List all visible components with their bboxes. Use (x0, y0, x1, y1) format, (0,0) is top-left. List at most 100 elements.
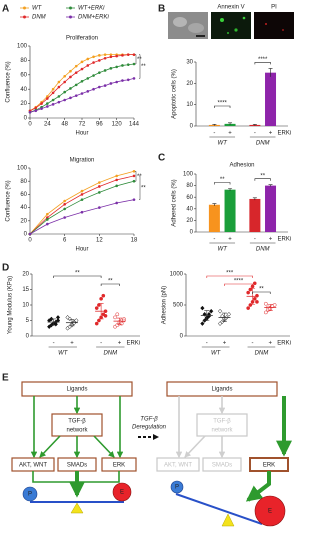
y-tick-label: 20 (186, 81, 193, 87)
data-point (63, 90, 66, 94)
data-point (46, 218, 49, 221)
group-label: WT (218, 141, 229, 147)
significance-label: **** (218, 101, 228, 107)
node-label: P (175, 485, 179, 491)
data-point (115, 80, 118, 84)
chart-title: Adhesion (229, 163, 254, 169)
x-tick-label: 72 (79, 122, 86, 128)
x-tick-label: 18 (131, 238, 138, 244)
data-point (28, 110, 32, 114)
legend-marker (23, 15, 26, 19)
error-bar (250, 287, 256, 305)
data-point (80, 60, 84, 64)
significance-bracket (254, 62, 271, 65)
data-point (63, 203, 66, 206)
x-tick-label: 0 (28, 238, 32, 244)
group-label: DNM (255, 351, 269, 357)
significance-bracket (214, 182, 231, 185)
category-label: + (70, 341, 74, 347)
data-point (115, 65, 118, 69)
data-point (209, 308, 214, 314)
treatment-label: ERKi (278, 131, 292, 137)
data-point (55, 318, 61, 323)
data-point (121, 54, 124, 57)
x-tick-label: 24 (44, 122, 51, 128)
category-label: - (213, 131, 215, 137)
data-point (51, 98, 55, 102)
data-point (126, 53, 130, 56)
data-point (109, 53, 113, 56)
significance-bracket (100, 283, 120, 286)
data-point (132, 170, 136, 173)
group-label: WT (58, 351, 69, 357)
data-point (63, 98, 66, 102)
data-point (86, 90, 90, 93)
data-point (69, 96, 72, 100)
data-point (51, 91, 55, 95)
data-point (63, 80, 66, 84)
significance-bracket (224, 283, 253, 286)
data-point (86, 77, 90, 80)
error-bar (69, 319, 75, 327)
data-point (94, 306, 99, 310)
node-label: Ligands (66, 387, 87, 393)
data-point (57, 80, 61, 84)
group-label: DNM (256, 141, 270, 147)
y-tick-label: 100 (183, 172, 194, 178)
data-point (98, 85, 101, 89)
series-line (29, 63, 135, 113)
diagram-right: Ligands TGF-β network AKT, WNT SMADs ERK… (156, 381, 292, 527)
y-tick-label: 40 (20, 87, 27, 93)
data-point (126, 63, 130, 67)
data-point (63, 216, 66, 219)
panel-letter: D (2, 263, 9, 274)
category-label: - (53, 341, 55, 347)
data-point (69, 75, 72, 79)
significance-label: ** (137, 174, 142, 180)
data-point (55, 315, 61, 320)
data-point (113, 315, 117, 320)
y-tick-label: 60 (186, 195, 193, 201)
data-point (119, 321, 124, 326)
data-point (80, 189, 84, 193)
data-point (57, 100, 61, 104)
data-point (115, 312, 120, 317)
y-axis-label: Adhesion (pN) (162, 286, 168, 324)
y-tick-label: 5 (26, 318, 30, 324)
data-point (98, 54, 101, 57)
data-point (74, 64, 78, 68)
data-point (109, 67, 113, 70)
panel-letter: E (2, 373, 9, 384)
y-tick-label: 40 (20, 205, 27, 211)
significance-bracket (139, 175, 141, 200)
data-point (122, 318, 126, 323)
significance-bracket (53, 275, 102, 278)
data-point (92, 55, 95, 59)
data-point (132, 179, 136, 183)
y-tick-label: 60 (20, 192, 27, 198)
data-point (248, 303, 253, 307)
x-axis-label: Hour (75, 247, 88, 253)
category-label: + (118, 341, 122, 347)
data-point (255, 300, 259, 304)
arrow-label: TGF-β (140, 417, 158, 423)
category-label: - (100, 341, 102, 347)
error-bar (268, 68, 273, 77)
data-point (132, 77, 136, 80)
y-axis-label: Confluence (%) (6, 61, 12, 102)
node-label: ERK (113, 463, 125, 469)
significance-bracket (214, 105, 231, 108)
significance-bracket (254, 178, 271, 181)
data-point (115, 174, 118, 178)
data-point (46, 212, 49, 216)
data-point (74, 83, 78, 87)
y-tick-label: 100 (17, 166, 28, 172)
data-point (63, 74, 66, 78)
x-tick-label: 48 (61, 122, 68, 128)
data-point (80, 67, 84, 71)
y-tick-label: 0 (26, 334, 30, 340)
data-point (263, 310, 268, 315)
treatment-label: ERKi (277, 341, 291, 347)
data-point (98, 191, 101, 194)
data-point (51, 103, 55, 106)
